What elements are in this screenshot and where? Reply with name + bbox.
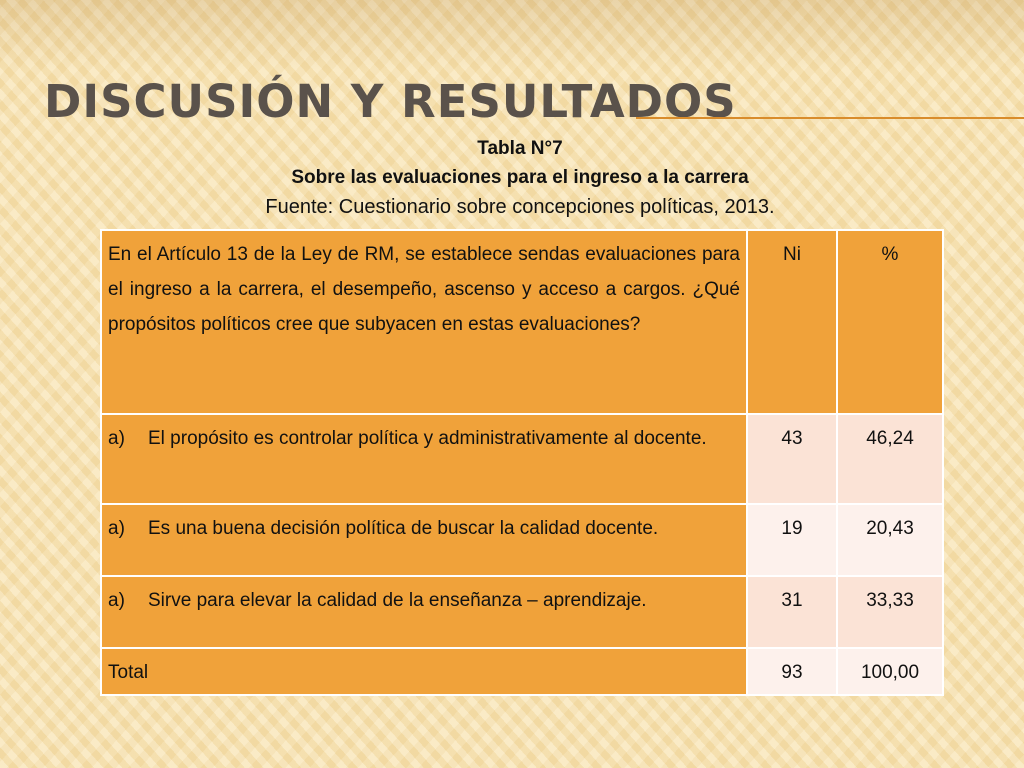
table-row: a) Sirve para elevar la calidad de la en…: [100, 575, 944, 649]
table-source: Fuente: Cuestionario sobre concepciones …: [265, 196, 775, 218]
results-table: En el Artículo 13 de la Ley de RM, se es…: [100, 229, 944, 696]
ni-value: 19: [746, 503, 838, 577]
option-letter: a): [108, 428, 125, 449]
option-text: El propósito es controlar política y adm…: [148, 428, 707, 449]
table-header-row: En el Artículo 13 de la Ley de RM, se es…: [100, 229, 944, 415]
title-divider: [636, 117, 1024, 119]
table-subject: Sobre las evaluaciones para el ingreso a…: [291, 167, 749, 188]
option-cell: a) Sirve para elevar la calidad de la en…: [100, 575, 748, 649]
percent-value: 20,43: [836, 503, 944, 577]
table-row: a) Es una buena decisión política de bus…: [100, 503, 944, 577]
option-cell: a) Es una buena decisión política de bus…: [100, 503, 748, 577]
option-text: Sirve para elevar la calidad de la enseñ…: [148, 590, 647, 611]
slide-title: Discusión y resultados: [44, 75, 737, 128]
option-letter: a): [108, 518, 125, 539]
ni-value: 31: [746, 575, 838, 649]
column-header-percent: %: [836, 229, 944, 415]
option-letter: a): [108, 590, 125, 611]
ni-value: 43: [746, 413, 838, 505]
question-cell: En el Artículo 13 de la Ley de RM, se es…: [100, 229, 748, 415]
table-total-row: Total 93 100,00: [100, 647, 944, 696]
option-text: Es una buena decisión política de buscar…: [148, 518, 659, 539]
total-percent: 100,00: [836, 647, 944, 696]
table-number: Tabla N°7: [477, 138, 563, 159]
background-shade: [0, 0, 1024, 70]
column-header-ni: Ni: [746, 229, 838, 415]
percent-value: 46,24: [836, 413, 944, 505]
option-cell: a) El propósito es controlar política y …: [100, 413, 748, 505]
total-ni: 93: [746, 647, 838, 696]
percent-value: 33,33: [836, 575, 944, 649]
total-label: Total: [100, 647, 748, 696]
table-row: a) El propósito es controlar política y …: [100, 413, 944, 505]
